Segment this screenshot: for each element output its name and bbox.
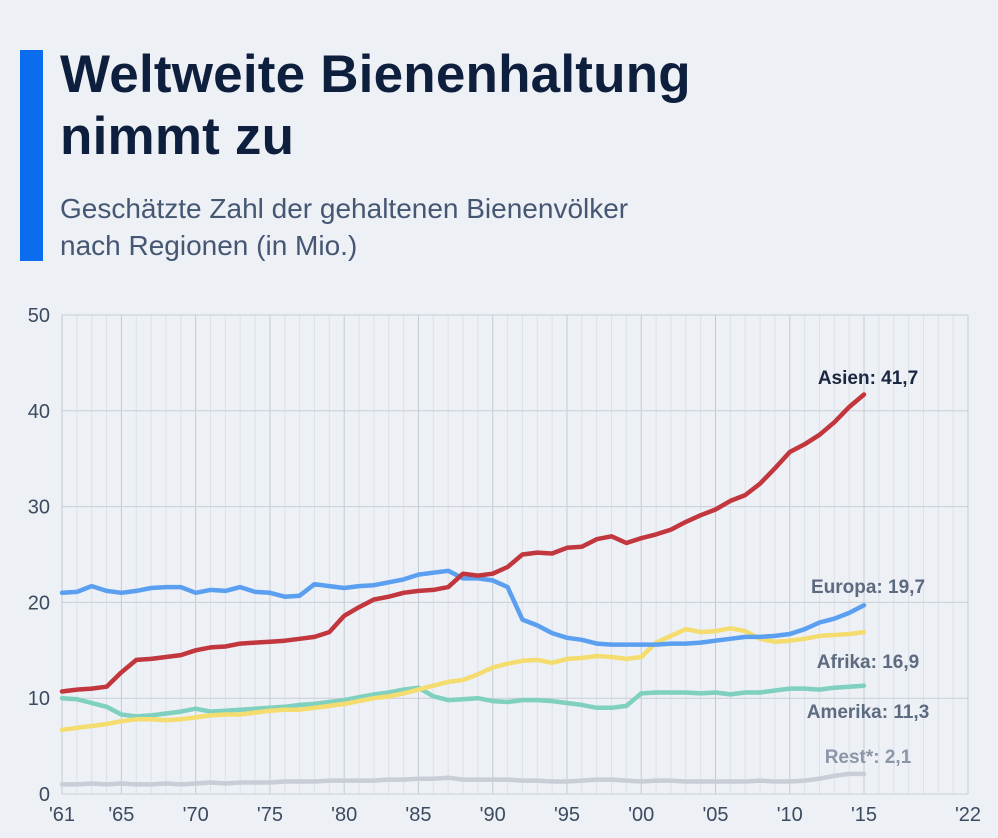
series-line-afrika: [59, 626, 867, 733]
x-tick-label: '85: [405, 804, 431, 826]
series-line-asien: [59, 392, 867, 694]
end-label-amerika: Amerika: 11,3: [807, 702, 930, 723]
x-tick-label: '95: [554, 804, 580, 826]
x-tick-label: '65: [108, 804, 134, 826]
y-tick-label: 10: [28, 688, 50, 710]
chart-subtitle: Geschätzte Zahl der gehaltenen Bienenvöl…: [60, 193, 629, 261]
x-tick-label: '00: [628, 804, 654, 826]
x-tick-label: '90: [480, 804, 506, 826]
y-axis-ticks: 0 10 20 30 40 50: [28, 305, 50, 806]
title-accent-bar: [20, 50, 43, 261]
end-label-rest: Rest*: 2,1: [825, 747, 912, 768]
x-tick-label: '61: [49, 804, 75, 826]
x-tick-label: '80: [331, 804, 357, 826]
x-tick-label: '22: [955, 804, 981, 826]
end-label-europa: Europa: 19,7: [811, 577, 925, 598]
series-line-rest: [59, 771, 867, 787]
series-end-labels: Asien: 41,7 Europa: 19,7 Afrika: 16,9 Ameri…: [807, 368, 930, 768]
y-tick-label: 30: [28, 497, 50, 519]
x-tick-label: '75: [257, 804, 283, 826]
x-tick-label: '05: [702, 804, 728, 826]
chart-series: [59, 392, 867, 787]
x-tick-label: '70: [183, 804, 209, 826]
series-line-europa: [59, 568, 867, 647]
x-tick-label: '15: [851, 804, 877, 826]
end-label-afrika: Afrika: 16,9: [817, 652, 919, 673]
y-tick-label: 0: [39, 784, 50, 806]
series-line-amerika: [59, 683, 867, 719]
y-tick-label: 50: [28, 305, 50, 327]
end-label-asien: Asien: 41,7: [818, 368, 918, 389]
x-tick-label: '10: [777, 804, 803, 826]
chart-title: Weltweite Bienenhaltung nimmt zu: [60, 45, 691, 166]
x-axis-ticks: '61 '65 '70 '75 '80 '85 '90 '95 '00 '05 '10 '15 '22: [49, 804, 981, 826]
y-tick-label: 40: [28, 401, 50, 423]
y-tick-label: 20: [28, 592, 50, 614]
